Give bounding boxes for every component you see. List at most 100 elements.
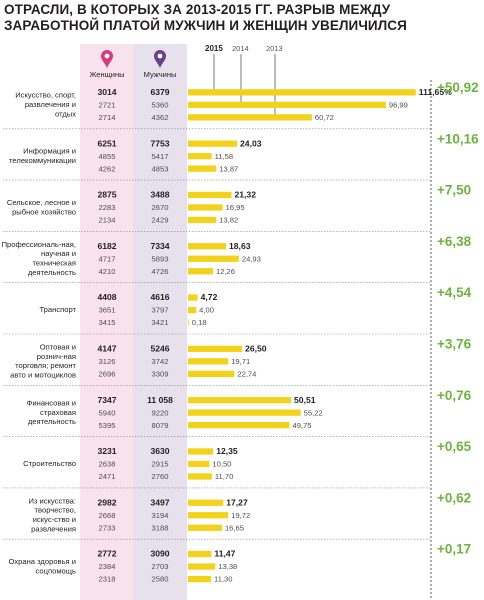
industry-row-1-men-2013: 4362 bbox=[152, 113, 169, 122]
industry-row-1-label-line: Искусство, спорт, bbox=[15, 91, 76, 100]
industry-row-2-label-line: Информация и bbox=[23, 147, 76, 156]
industry-row-6-women-2014: 3126 bbox=[99, 357, 116, 366]
industry-row-2-change: +10,16 bbox=[437, 131, 479, 146]
industry-row-10-label-line: Охрана здоровья и bbox=[9, 557, 76, 566]
industry-row-7-women-2015: 7347 bbox=[97, 395, 116, 405]
industry-row-2-bar-2015 bbox=[188, 140, 238, 147]
industry-row-7-women-2014: 5940 bbox=[99, 408, 116, 417]
industry-row-9-bar-2013 bbox=[188, 524, 222, 531]
industry-row-5-men-2013: 3421 bbox=[152, 318, 169, 327]
industry-row-4-men-2015: 7334 bbox=[150, 241, 169, 251]
legend-men: Мужчины bbox=[144, 70, 177, 79]
industry-row-1-value-2013: 60,72 bbox=[315, 113, 334, 122]
industry-row-8-men-2014: 2915 bbox=[152, 460, 169, 469]
industry-row-7-change: +0,76 bbox=[437, 388, 472, 403]
industry-row-7-label: Финансовая и страховая деятельность bbox=[27, 398, 76, 426]
industry-row-3-change: +7,50 bbox=[437, 183, 471, 198]
industry-row-5-label: Транспорт bbox=[39, 305, 76, 314]
industry-row-4-change: +6,38 bbox=[437, 234, 472, 249]
industry-row-5-value-2014: 4,00 bbox=[199, 306, 214, 315]
industry-row-3-label-line: Сельское, лесное и bbox=[7, 198, 76, 207]
industry-row-6-men-2013: 3309 bbox=[152, 370, 169, 379]
industry-row-7-label-line: Финансовая и bbox=[27, 398, 76, 407]
industry-row-9-value-2014: 19,72 bbox=[231, 511, 250, 520]
industry-row-10-men-2015: 3090 bbox=[150, 549, 169, 559]
men-pin-icon-shape bbox=[154, 50, 166, 68]
industry-row-4-value-2015: 18,63 bbox=[229, 241, 251, 251]
industry-row-9-men-2015: 3497 bbox=[150, 497, 169, 507]
industry-row-1-men-2015: 6379 bbox=[150, 87, 169, 97]
legend-women: Женщины bbox=[89, 70, 124, 79]
industry-row-1-women-2014: 2721 bbox=[99, 101, 116, 110]
industry-row-6-bar-2013 bbox=[188, 370, 235, 377]
industry-row-2-value-2014: 11,58 bbox=[215, 152, 233, 161]
industry-row-8-label: Строительство bbox=[23, 459, 76, 468]
industry-row-9-value-2013: 16,65 bbox=[225, 523, 244, 532]
industry-row-1-value-2015: 111,65% bbox=[419, 87, 452, 97]
industry-row-9-bar-2015 bbox=[188, 499, 224, 506]
industry-row-6-label-line: авто и мотоциклов bbox=[10, 371, 76, 380]
women-pin-icon bbox=[101, 50, 113, 68]
industry-row-3-women-2014: 2283 bbox=[99, 203, 116, 212]
industry-row-6-women-2013: 2696 bbox=[99, 370, 116, 379]
industry-row-4-label-line: научная и bbox=[41, 249, 76, 258]
industry-row-10-men-2013: 2580 bbox=[152, 575, 169, 584]
industry-row-4-label: Профессиональ-ная, научная и техническая де… bbox=[2, 240, 76, 277]
industry-row-5-bar-2014 bbox=[188, 306, 197, 314]
industry-row-3-men-2015: 3488 bbox=[150, 190, 169, 200]
industry-row-3-label-line: рыбное хозяйство bbox=[12, 207, 76, 216]
industry-row-7-men-2015: 11 058 bbox=[147, 395, 173, 405]
industry-row-5-label-line: Транспорт bbox=[39, 305, 76, 314]
industry-row-3-bar-2013 bbox=[188, 216, 217, 224]
year-legend-2015: 2015 bbox=[205, 44, 223, 53]
industry-row-1-bar-2013 bbox=[188, 114, 312, 121]
industry-row-10-label: Охрана здоровья и соцпомощь bbox=[9, 557, 76, 575]
men-column-band bbox=[133, 44, 187, 600]
industry-row-10-women-2013: 2318 bbox=[99, 575, 116, 584]
industry-row-4-label-line: техническая bbox=[33, 259, 76, 268]
industry-row-6-value-2014: 19,71 bbox=[231, 357, 250, 366]
industry-row-6-label-line: торговля; ремонт bbox=[15, 361, 76, 370]
industry-row-9-bar-2014 bbox=[188, 512, 229, 519]
year-legend-2014: 2014 bbox=[232, 44, 249, 53]
industry-row-7-bar-2013 bbox=[188, 422, 290, 429]
industry-row-8-bar-2014 bbox=[188, 460, 210, 468]
industry-row-8-value-2014: 10,50 bbox=[212, 460, 231, 469]
industry-row-8-change: +0,65 bbox=[437, 439, 472, 454]
industry-row-2-label: Информация и телекоммуникации bbox=[9, 147, 76, 165]
industry-row-7-label-line: страховая bbox=[40, 408, 76, 417]
industry-row-1-value-2014: 96,99 bbox=[389, 101, 408, 110]
industry-row-1-bar-2014 bbox=[188, 101, 386, 108]
industry-row-8-value-2013: 11,70 bbox=[215, 472, 233, 481]
industry-row-4-bar-2013 bbox=[188, 268, 214, 275]
industry-row-3-men-2014: 2670 bbox=[152, 203, 169, 212]
industry-row-7-women-2013: 5395 bbox=[99, 421, 116, 430]
women-pin-icon-shape bbox=[101, 50, 113, 68]
industry-row-4-women-2013: 4210 bbox=[99, 267, 116, 276]
industry-row-3-label: Сельское, лесное и рыбное хозяйство bbox=[7, 198, 76, 216]
industry-row-7-value-2013: 49,75 bbox=[292, 421, 311, 430]
industry-row-1-men-2014: 5360 bbox=[152, 101, 169, 110]
industry-row-4-bar-2015 bbox=[188, 243, 227, 250]
industry-row-1-change: +50,92 bbox=[437, 80, 479, 95]
industry-row-4-value-2013: 12,26 bbox=[216, 267, 235, 276]
industry-row-10-men-2014: 2703 bbox=[152, 562, 169, 571]
industry-row-9-men-2014: 3194 bbox=[152, 511, 169, 520]
industry-row-6-value-2015: 26,50 bbox=[245, 344, 267, 354]
industry-row-9-label-line: творчество, bbox=[35, 506, 76, 515]
industry-row-6-label: Оптовая и рознич-ная торговля; ремонт авто … bbox=[10, 342, 76, 379]
industry-row-6-change: +3,76 bbox=[437, 337, 472, 352]
industry-row-7-bar-2015 bbox=[188, 397, 292, 404]
industry-row-7-men-2014: 9220 bbox=[152, 408, 169, 417]
women-column-band bbox=[80, 44, 133, 600]
industry-row-4-bar-2014 bbox=[188, 255, 239, 262]
industry-row-2-women-2013: 4262 bbox=[99, 164, 116, 173]
industry-row-3-bar-2014 bbox=[188, 204, 223, 211]
chart-title: ОТРАСЛИ, В КОТОРЫХ ЗА 2013-2015 ГГ. РАЗР… bbox=[4, 2, 407, 33]
industry-row-3-value-2014: 16,95 bbox=[226, 203, 245, 212]
industry-row-4-men-2014: 5893 bbox=[152, 254, 169, 263]
industry-row-1-bar-2015 bbox=[188, 89, 416, 96]
industry-row-4-women-2014: 4717 bbox=[99, 254, 116, 263]
industry-row-10-women-2014: 2384 bbox=[99, 562, 116, 571]
